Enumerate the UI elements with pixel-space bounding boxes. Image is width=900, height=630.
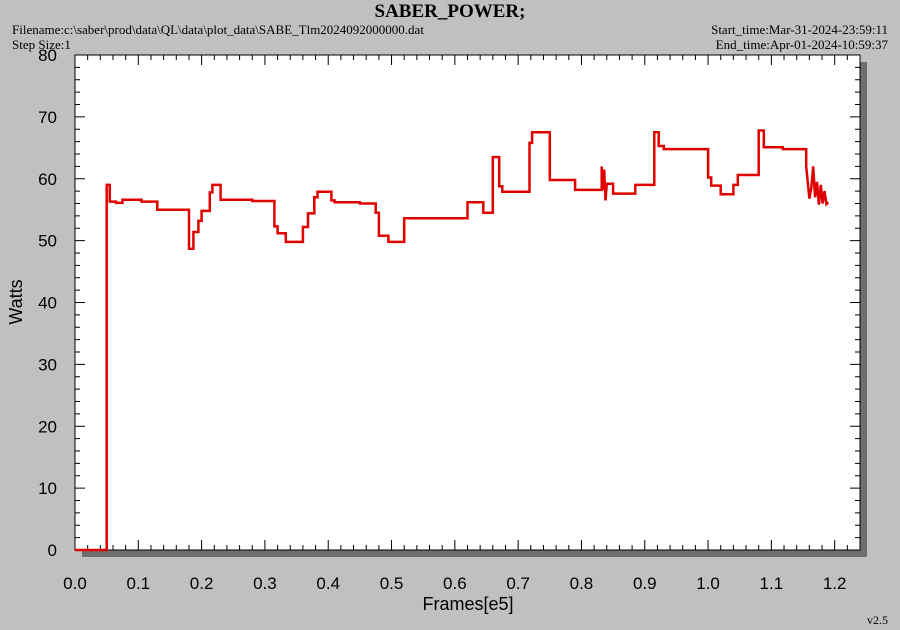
x-tick-label: 1.0 — [696, 574, 720, 593]
x-tick-label: 1.2 — [823, 574, 847, 593]
x-tick-label: 0.7 — [506, 574, 530, 593]
x-tick-label: 0.0 — [63, 574, 87, 593]
x-tick-label: 0.6 — [443, 574, 467, 593]
x-tick-label: 0.1 — [126, 574, 150, 593]
y-tick-label: 20 — [38, 417, 57, 436]
step-size-label: Step Size:1 — [12, 37, 71, 52]
x-tick-label: 0.3 — [253, 574, 277, 593]
y-tick-label: 40 — [38, 294, 57, 313]
x-tick-label: 0.2 — [190, 574, 214, 593]
y-tick-label: 0 — [48, 541, 57, 560]
y-tick-label: 30 — [38, 355, 57, 374]
plot-area — [74, 54, 861, 551]
y-tick-label: 50 — [38, 232, 57, 251]
axis-ticks — [74, 54, 861, 551]
end-time-label: End_time:Apr-01-2024-10:59:37 — [715, 37, 888, 52]
x-tick-label: 0.4 — [316, 574, 340, 593]
x-tick-label: 0.9 — [633, 574, 657, 593]
y-tick-label: 70 — [38, 108, 57, 127]
filename-label: Filename:c:\saber\prod\data\QL\data\plot… — [12, 22, 424, 37]
start-time-label: Start_time:Mar-31-2024-23:59:11 — [711, 22, 888, 37]
y-axis-label: Watts — [6, 279, 26, 324]
x-axis-label: Frames[e5] — [422, 594, 513, 614]
y-tick-label: 80 — [38, 46, 57, 65]
x-tick-label: 0.8 — [570, 574, 594, 593]
power-series-line — [75, 129, 830, 552]
chart-title: SABER_POWER; — [374, 1, 526, 22]
y-tick-label: 60 — [38, 170, 57, 189]
y-tick-label: 10 — [38, 479, 57, 498]
tick-labels: 0 10 20 30 40 50 60 70 80 0.0 0.1 0.2 0.3 0.4 0.5 0.6 0.… — [38, 46, 846, 593]
x-tick-label: 1.1 — [760, 574, 784, 593]
version-label: v2.5 — [867, 613, 888, 627]
x-tick-label: 0.5 — [380, 574, 404, 593]
